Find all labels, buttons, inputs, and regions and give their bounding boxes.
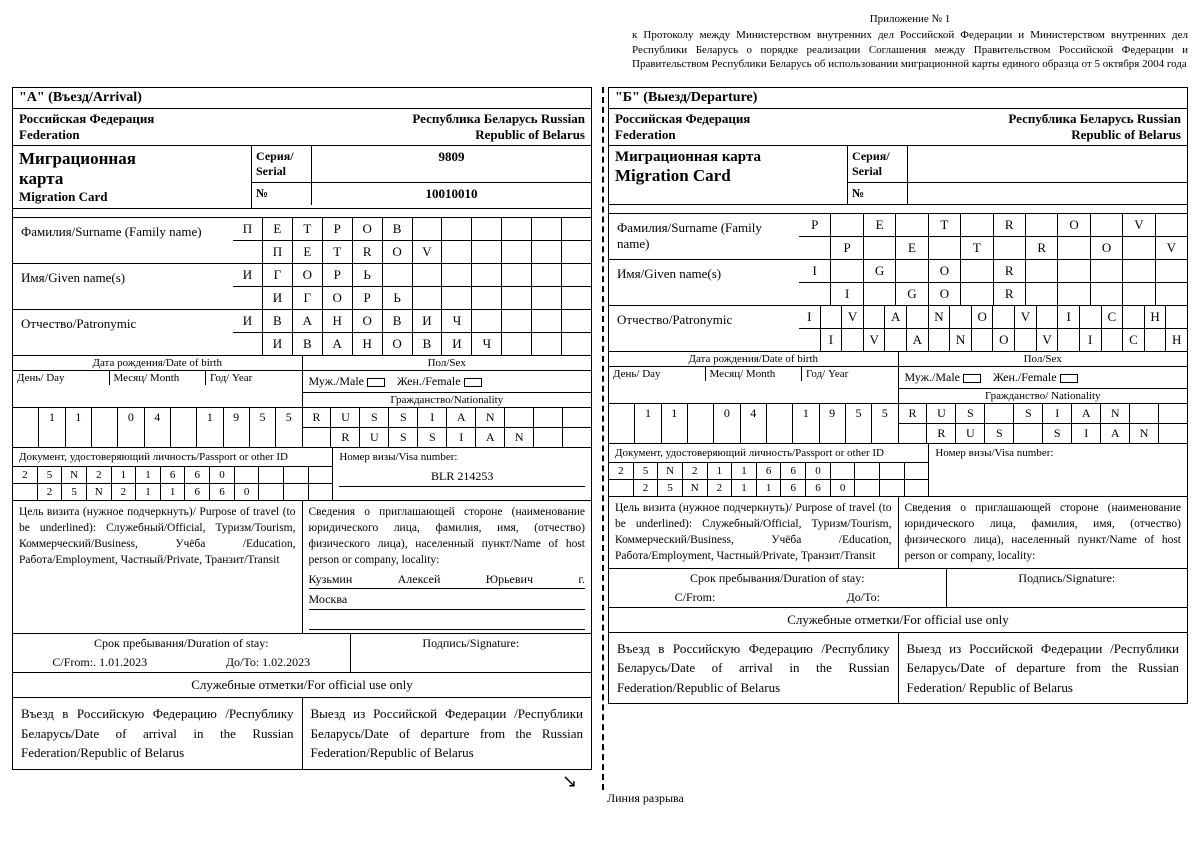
card-b-header: "Б" (Выезд/Departure)	[615, 90, 757, 105]
surname-label: Фамилия/Surname (Family name)	[13, 218, 233, 263]
fed-right: Республика Беларусь Russian	[412, 111, 585, 127]
mig-title-b-en: Migration Card	[615, 166, 841, 186]
visa-label: Номер визы/Visa number:	[339, 451, 585, 463]
patronymic-label: Отчество/Patronymic	[13, 310, 233, 355]
female-checkbox[interactable]	[464, 378, 482, 387]
tear-line	[602, 87, 604, 789]
given-label: Имя/Given name(s)	[13, 264, 233, 309]
host-2: Алексей	[398, 571, 441, 588]
stay-to: До/То: 1.02.2023	[226, 655, 310, 670]
mig-title-b-1: Миграционная карта	[615, 149, 841, 166]
number-label-b: №	[848, 183, 908, 204]
patronymic-grid-b: IVANOVICHIVANOVICH	[799, 306, 1187, 351]
day-label: День/ Day	[13, 371, 110, 385]
day-label-b: День/ Day	[609, 367, 706, 381]
passport-label-b: Документ, удостоверяющий личность/Passpo…	[609, 444, 928, 462]
visa-value: BLR 214253	[339, 469, 585, 487]
female-checkbox-b[interactable]	[1060, 374, 1078, 383]
surname-grid: ПЕТРОВПETROV	[233, 218, 591, 263]
nationality-header-b: Гражданство/ Nationality	[899, 388, 1188, 403]
given-grid-b: IGORIGOR	[799, 260, 1187, 305]
female-label: Жен./Female	[397, 374, 461, 388]
appendix-block: Приложение № 1 к Протоколу между Министе…	[632, 12, 1188, 71]
arrow-icon: ↘	[562, 771, 577, 792]
year-label: Год/ Year	[206, 371, 302, 385]
dob-header: Дата рождения/Date of birth	[13, 356, 302, 371]
number-value-b	[908, 183, 1187, 204]
fed-right-b: Республика Беларусь Russian	[1008, 111, 1181, 127]
dob-cells-b: 11041955	[609, 404, 898, 443]
host-1: Кузьмин	[309, 571, 353, 588]
visa-label-b: Номер визы/Visa number:	[935, 447, 1181, 459]
male-label: Муж./Male	[309, 374, 365, 388]
surname-grid-b: PETROVPETROV	[799, 214, 1187, 259]
surname-label-b: Фамилия/Surname (Family name)	[609, 214, 799, 259]
month-label-b: Месяц/ Month	[706, 367, 803, 381]
patronymic-label-b: Отчество/Patronymic	[609, 306, 799, 351]
stay-from-b: С/From:	[675, 590, 716, 605]
host-label: Сведения о приглашающей стороне (наимено…	[309, 504, 586, 568]
purpose-label: Цель визита (нужное подчеркнуть)/ Purpos…	[13, 501, 303, 633]
male-checkbox[interactable]	[367, 378, 385, 387]
fed-left-b: Российская Федерация	[615, 111, 750, 127]
fed2-right: Republic of Belarus	[475, 127, 585, 143]
mig-title-1: Миграционная	[19, 149, 245, 169]
card-b: "Б" (Выезд/Departure) Российская Федерац…	[608, 87, 1188, 704]
passport-cells-2: 25N211660	[13, 483, 332, 500]
card-a-header: "А" (Въезд/Arrival)	[19, 90, 142, 105]
fed2-right-b: Republic of Belarus	[1071, 127, 1181, 143]
number-value: 10010010	[312, 183, 591, 205]
serial-label-b: Серия/ Serial	[848, 146, 908, 182]
stay-header: Срок пребывания/Duration of stay:	[13, 634, 350, 653]
serial-value: 9809	[312, 146, 591, 182]
male-label-b: Муж./Male	[905, 370, 961, 384]
entry-label-b: Въезд в Российскую Федерацию /Республику…	[609, 633, 898, 704]
mig-title-2: карта	[19, 169, 245, 189]
year-label-b: Год/ Year	[802, 367, 898, 381]
given-grid: ИГОРЬИГОРЬ	[233, 264, 591, 309]
appendix-title: Приложение № 1	[632, 12, 1188, 26]
sex-header-b: Пол/Sex	[899, 352, 1188, 367]
nationality-header: Гражданство/Nationality	[303, 392, 592, 407]
serial-label: Серия/ Serial	[252, 146, 312, 182]
appendix-text: к Протоколу между Министерством внутренн…	[632, 28, 1188, 71]
fed-left: Российская Федерация	[19, 111, 154, 127]
official-header: Служебные отметки/For official use only	[13, 673, 591, 698]
male-checkbox-b[interactable]	[963, 374, 981, 383]
given-label-b: Имя/Given name(s)	[609, 260, 799, 305]
stay-to-b: До/То:	[847, 590, 880, 605]
host-4: г.	[578, 571, 585, 588]
passport-cells-1: 25N211660	[13, 466, 332, 483]
entry-label: Въезд в Российскую Федерацию /Республику…	[13, 698, 302, 769]
dob-header-b: Дата рождения/Date of birth	[609, 352, 898, 367]
fed2-left-b: Federation	[615, 127, 676, 143]
female-label-b: Жен./Female	[993, 370, 1057, 384]
mig-title-en: Migration Card	[19, 189, 245, 205]
stay-header-b: Срок пребывания/Duration of stay:	[609, 569, 946, 588]
exit-label-b: Выезд из Российской Федерации /Республик…	[898, 633, 1188, 704]
exit-label: Выезд из Российской Федерации /Республик…	[302, 698, 592, 769]
host-label-b: Сведения о приглашающей стороне (наимено…	[905, 500, 1182, 564]
dob-cells: 11041955	[13, 408, 302, 447]
signature-label: Подпись/Signature:	[351, 634, 591, 672]
patronymic-grid: ИВАНОВИЧИВАНОВИЧ	[233, 310, 591, 355]
nationality-grid: RUSSIANRUSSIAN	[303, 408, 592, 447]
passport-cells-b-2: 25N211660	[609, 479, 928, 496]
number-label: №	[252, 183, 312, 205]
fed2-left: Federation	[19, 127, 80, 143]
stay-from: С/From:. 1.01.2023	[52, 655, 147, 670]
official-header-b: Служебные отметки/For official use only	[609, 608, 1187, 633]
tear-label: Линия разрыва	[607, 791, 684, 806]
host-3: Юрьевич	[486, 571, 533, 588]
nationality-grid-b: RUSSIANRUSSIAN	[899, 404, 1188, 443]
serial-value-b	[908, 146, 1187, 182]
purpose-label-b: Цель визита (нужное подчеркнуть)/ Purpos…	[609, 497, 899, 567]
card-a: "А" (Въезд/Arrival) Российская Федерация…	[12, 87, 592, 769]
sex-header: Пол/Sex	[303, 356, 592, 371]
month-label: Месяц/ Month	[110, 371, 207, 385]
signature-label-b: Подпись/Signature:	[947, 569, 1187, 607]
host-city: Москва	[309, 591, 348, 608]
passport-label: Документ, удостоверяющий личность/Passpo…	[13, 448, 332, 466]
passport-cells-b-1: 25N211660	[609, 462, 928, 479]
